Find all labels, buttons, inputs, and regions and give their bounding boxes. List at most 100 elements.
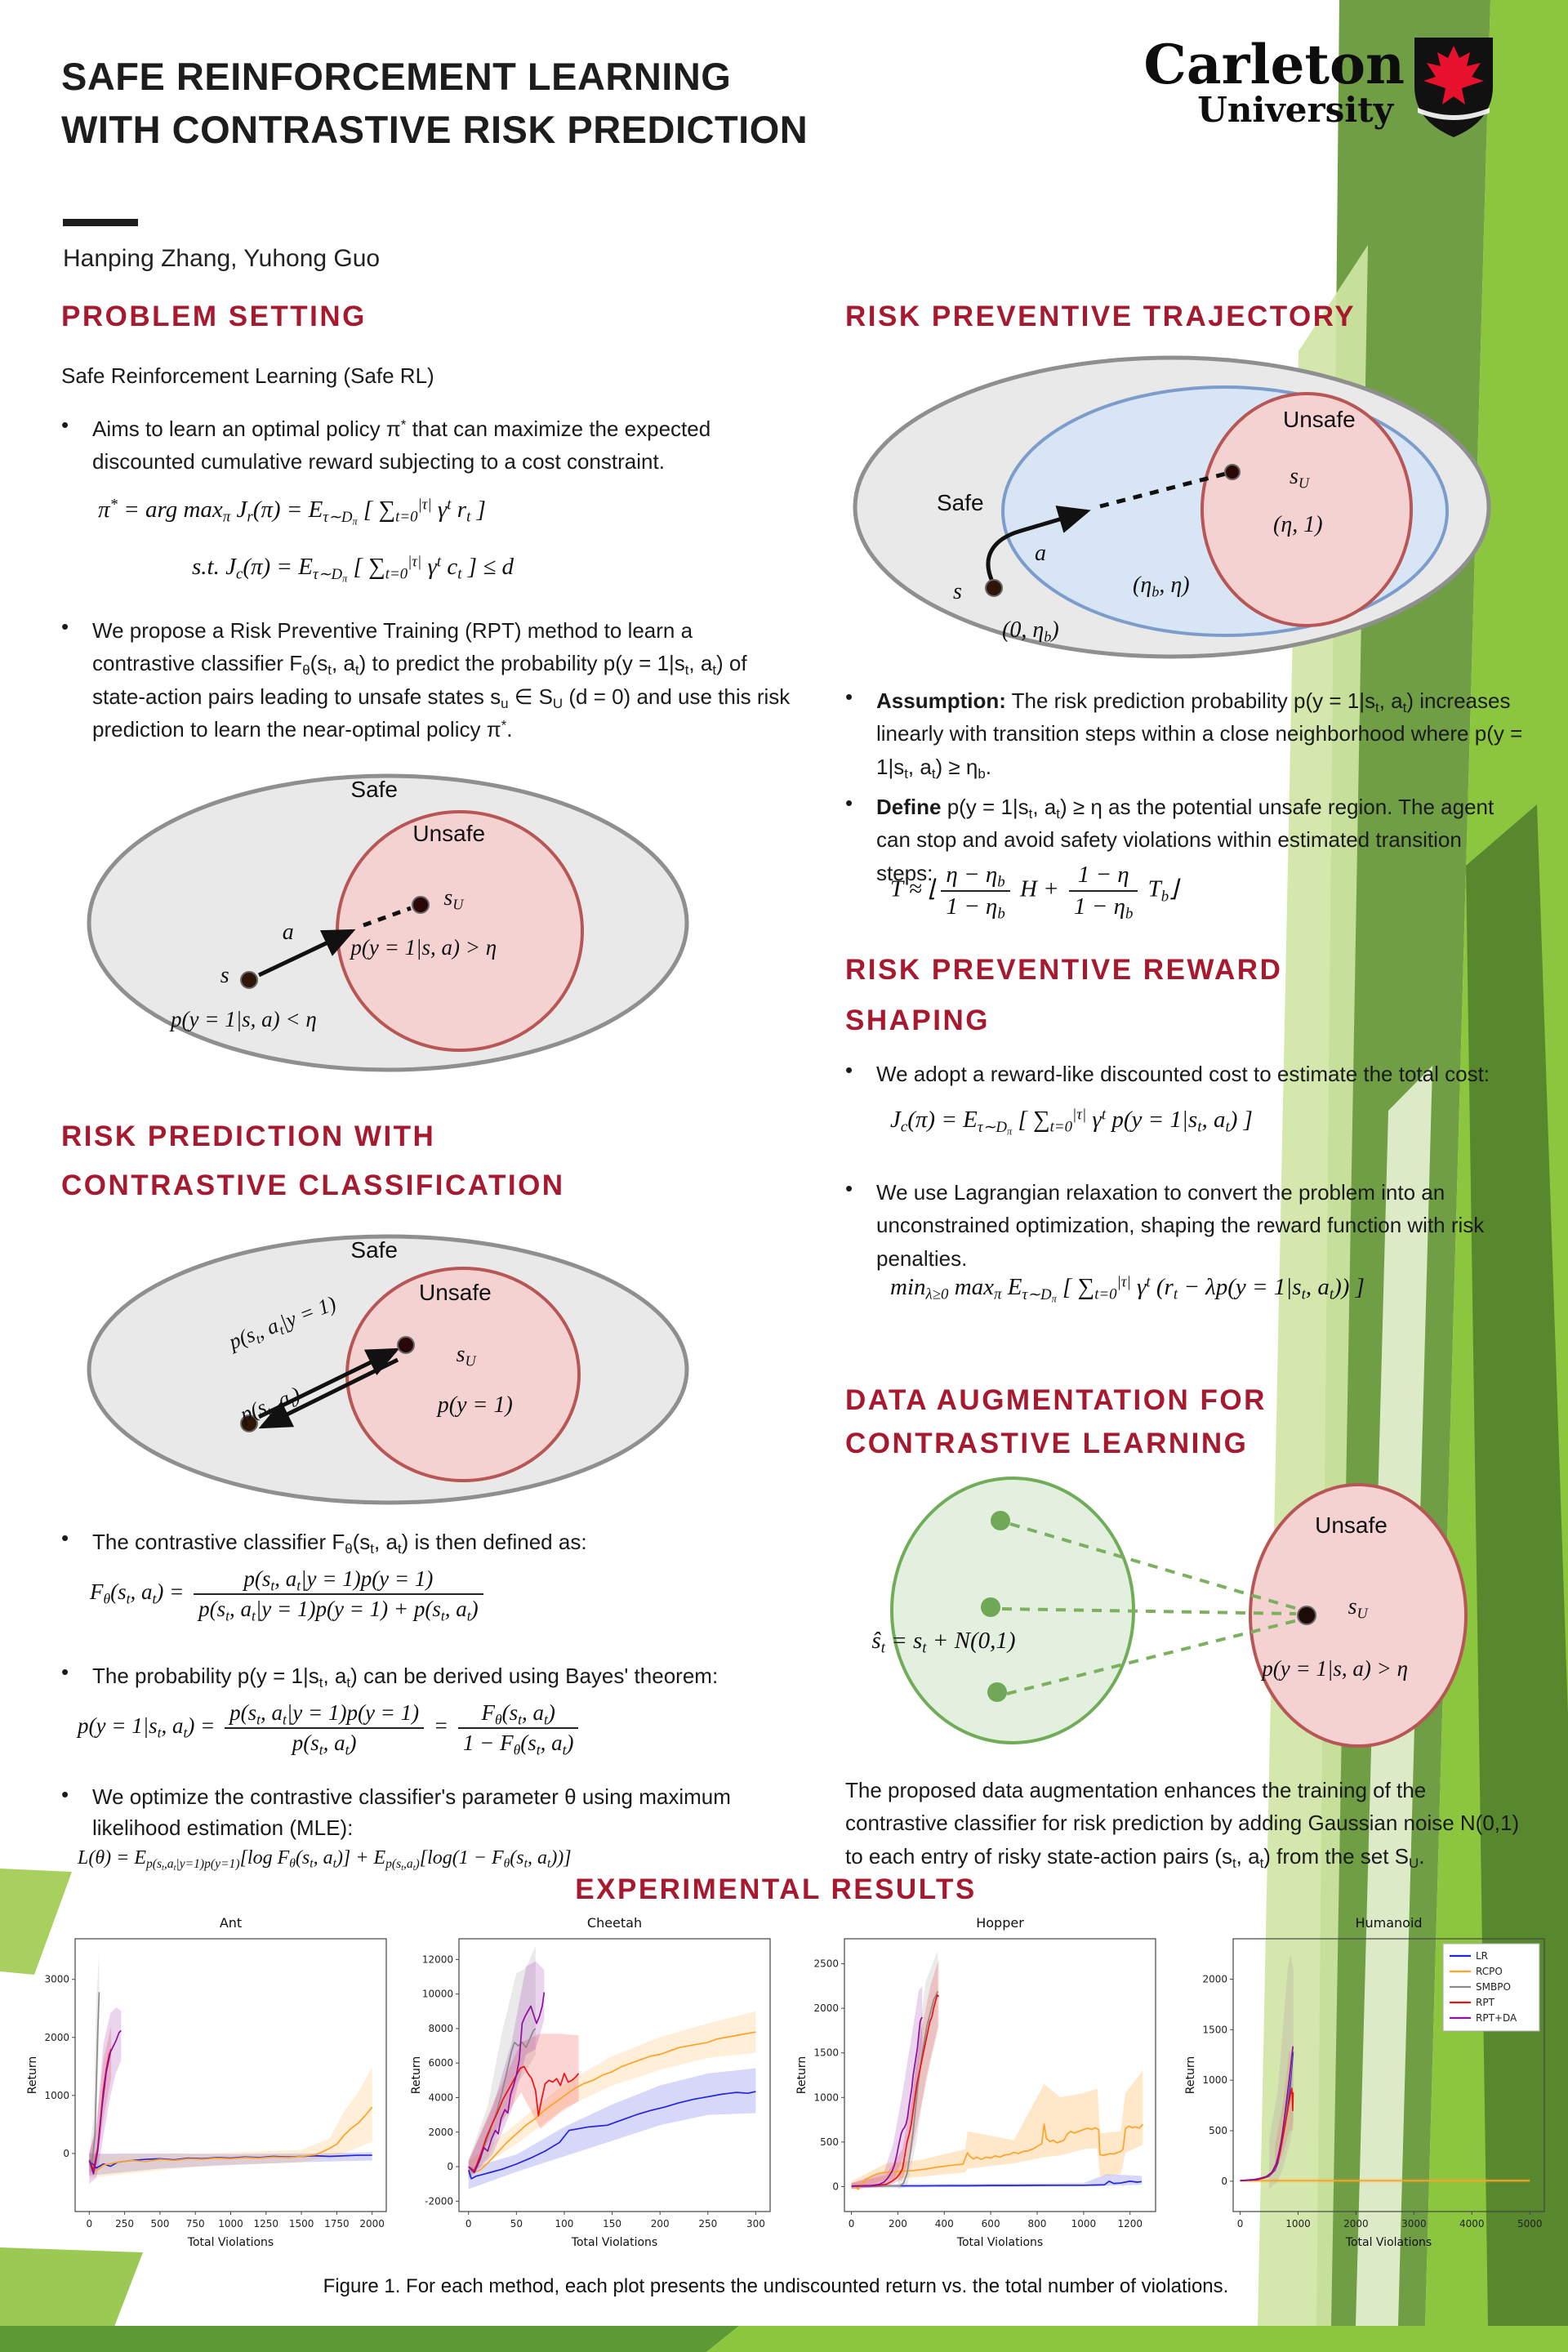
bullet-bayes: • The probability p(y = 1|st, at) can be… (61, 1659, 800, 1692)
section-risk-prediction-2: CONTRASTIVE CLASSIFICATION (61, 1169, 565, 1201)
bullet-dot: • (61, 1526, 69, 1550)
label-s: s (953, 578, 962, 604)
label-eta-1: (η, 1) (1273, 511, 1323, 537)
label-unsafe: Unsafe (1315, 1512, 1388, 1538)
equation-constraint: s.t. Jc(π) = Eτ∼Dπ [ ∑t=0|τ| γt ct ] ≤ d (192, 553, 514, 585)
equation-objective: π* = arg maxπ Jr(π) = Eτ∼Dπ [ ∑t=0|τ| γt… (98, 496, 486, 528)
svg-text:0: 0 (86, 2218, 92, 2230)
equation-mle: L(θ) = Ep(st,at|y=1)p(y=1)[log Fθ(st, at… (78, 1847, 572, 1873)
section-reward-shaping-2: SHAPING (845, 1004, 990, 1036)
svg-text:250: 250 (698, 2218, 717, 2230)
label-safe: Safe (350, 777, 398, 803)
svg-text:Return: Return (1184, 2056, 1197, 2094)
svg-text:0: 0 (849, 2218, 855, 2230)
marginal-pair-arrow (258, 1357, 399, 1429)
trajectory-path (986, 506, 1091, 586)
title-line-2: WITH CONTRASTIVE RISK PREDICTION (61, 107, 808, 151)
label-su: sU (443, 885, 464, 913)
state-dot (240, 1414, 258, 1432)
bullet-dot: • (845, 1176, 853, 1200)
bottom-band-left (0, 2326, 739, 2352)
svg-text:2000: 2000 (813, 2002, 839, 2014)
svg-text:750: 750 (186, 2218, 205, 2230)
svg-text:150: 150 (603, 2218, 621, 2230)
svg-text:4000: 4000 (1459, 2218, 1485, 2230)
carleton-shield-icon (1414, 38, 1493, 137)
svg-text:100: 100 (555, 2218, 574, 2230)
chart-svg-hopper: 0 500 1000 1500 2000 2500 0 200 400 600 800 1000 120… (795, 1915, 1156, 2249)
title-underline (63, 219, 138, 226)
section-trajectory: RISK PREVENTIVE TRAJECTORY (845, 301, 1356, 332)
diagram-data-augmentation-graphic (890, 1477, 1468, 1748)
svg-text:SMBPO: SMBPO (1476, 1981, 1511, 1993)
svg-text:2000: 2000 (428, 2127, 453, 2138)
bullet-text: We use Lagrangian relaxation to convert … (876, 1180, 1485, 1271)
label-s: s (220, 963, 229, 989)
svg-text:1500: 1500 (813, 2047, 839, 2059)
svg-text:Humanoid: Humanoid (1355, 1915, 1422, 1931)
label-p-y1: p(y = 1) (437, 1392, 513, 1419)
label-safe: Safe (350, 1237, 398, 1263)
bottom-band-right (706, 2326, 1568, 2352)
svg-text:2000: 2000 (44, 2032, 69, 2043)
svg-text:Cheetah: Cheetah (587, 1915, 642, 1931)
label-unsafe: Unsafe (412, 820, 486, 846)
svg-text:1000: 1000 (1071, 2218, 1097, 2230)
chart-svg-ant: 0 1000 2000 3000 0 250 500 750 1000 1250 1500 1750 2… (26, 1915, 387, 2249)
bullet-dot: • (61, 614, 69, 639)
svg-text:1500: 1500 (1202, 2024, 1227, 2035)
data-aug-note: The proposed data augmentation enhances … (845, 1778, 1520, 1871)
svg-text:1000: 1000 (1202, 2074, 1227, 2086)
svg-text:800: 800 (1028, 2218, 1047, 2230)
bullet-dot: • (61, 1659, 69, 1684)
chart-humanoid: 0 500 1000 1500 2000 0 1000 2000 3000 4000 5000 Tot… (1183, 1909, 1554, 2259)
svg-text:0: 0 (832, 2180, 839, 2192)
svg-text:0: 0 (447, 2161, 453, 2172)
label-p-gt: p(y = 1|s, a) > η (1262, 1655, 1409, 1681)
section-data-aug-1: DATA AUGMENTATION FOR (845, 1384, 1267, 1416)
svg-text:5000: 5000 (1517, 2218, 1543, 2230)
svg-text:2500: 2500 (813, 1958, 839, 1970)
bullet-text: We propose a Risk Preventive Training (R… (92, 618, 791, 742)
bullet-dot: • (61, 1782, 69, 1806)
svg-text:6000: 6000 (428, 2057, 453, 2069)
svg-text:Hopper: Hopper (976, 1915, 1024, 1931)
poster-title: SAFE REINFORCEMENT LEARNING WITH CONTRAS… (61, 51, 808, 157)
diagram-trajectory: Safe Unsafe sU (η, 1) a (ηb, η) s (0, ηb… (845, 350, 1499, 668)
chart-hopper: 0 500 1000 1500 2000 2500 0 200 400 600 800 1000 120… (794, 1909, 1165, 2259)
svg-text:2000: 2000 (359, 2218, 385, 2230)
bullet-text: We adopt a reward-like discounted cost t… (876, 1062, 1490, 1086)
section-problem-setting: PROBLEM SETTING (61, 301, 367, 332)
chart-svg-humanoid: 0 500 1000 1500 2000 0 1000 2000 3000 4000 5000 Tot… (1184, 1915, 1545, 2249)
svg-text:0: 0 (1237, 2218, 1244, 2230)
diagram-contrastive: Safe Unsafe sU p(st, at|y = 1) p(st, at)… (78, 1229, 698, 1511)
label-augmentation-formula: ŝt = st + N(0,1) (871, 1628, 1016, 1657)
diagram-contrastive-graphic (87, 1234, 689, 1505)
state-su-dot (412, 896, 430, 914)
svg-text:0: 0 (1221, 2176, 1227, 2187)
figure-caption: Figure 1. For each method, each plot pre… (323, 2275, 1229, 2297)
label-p-gt: p(y = 1|s, a) > η (350, 935, 497, 960)
state-su-dot (1224, 464, 1241, 480)
label-su: sU (1348, 1593, 1368, 1622)
bullet-mle: • We optimize the contrastive classifier… (61, 1782, 800, 1843)
svg-text:Total Violations: Total Violations (187, 2236, 274, 2249)
state-s-dot (985, 579, 1003, 597)
unsafe-ellipse (336, 810, 584, 1052)
svg-text:Total Violations: Total Violations (571, 2236, 657, 2249)
action-arrow (257, 929, 356, 978)
section-experimental-results: EXPERIMENTAL RESULTS (575, 1873, 977, 1905)
svg-text:500: 500 (820, 2136, 839, 2148)
svg-text:Return: Return (410, 2056, 423, 2094)
svg-text:200: 200 (651, 2218, 670, 2230)
bullet-dot: • (845, 791, 853, 815)
bullet-dot: • (845, 684, 853, 709)
bullet-text: The probability p(y = 1|st, at) can be d… (92, 1664, 719, 1691)
svg-text:3000: 3000 (44, 1974, 69, 1985)
bullet-optimal-policy: • Aims to learn an optimal policy π* tha… (61, 412, 800, 479)
label-su: sU (1290, 464, 1310, 492)
svg-text:1500: 1500 (289, 2218, 314, 2230)
svg-text:1000: 1000 (1285, 2218, 1311, 2230)
